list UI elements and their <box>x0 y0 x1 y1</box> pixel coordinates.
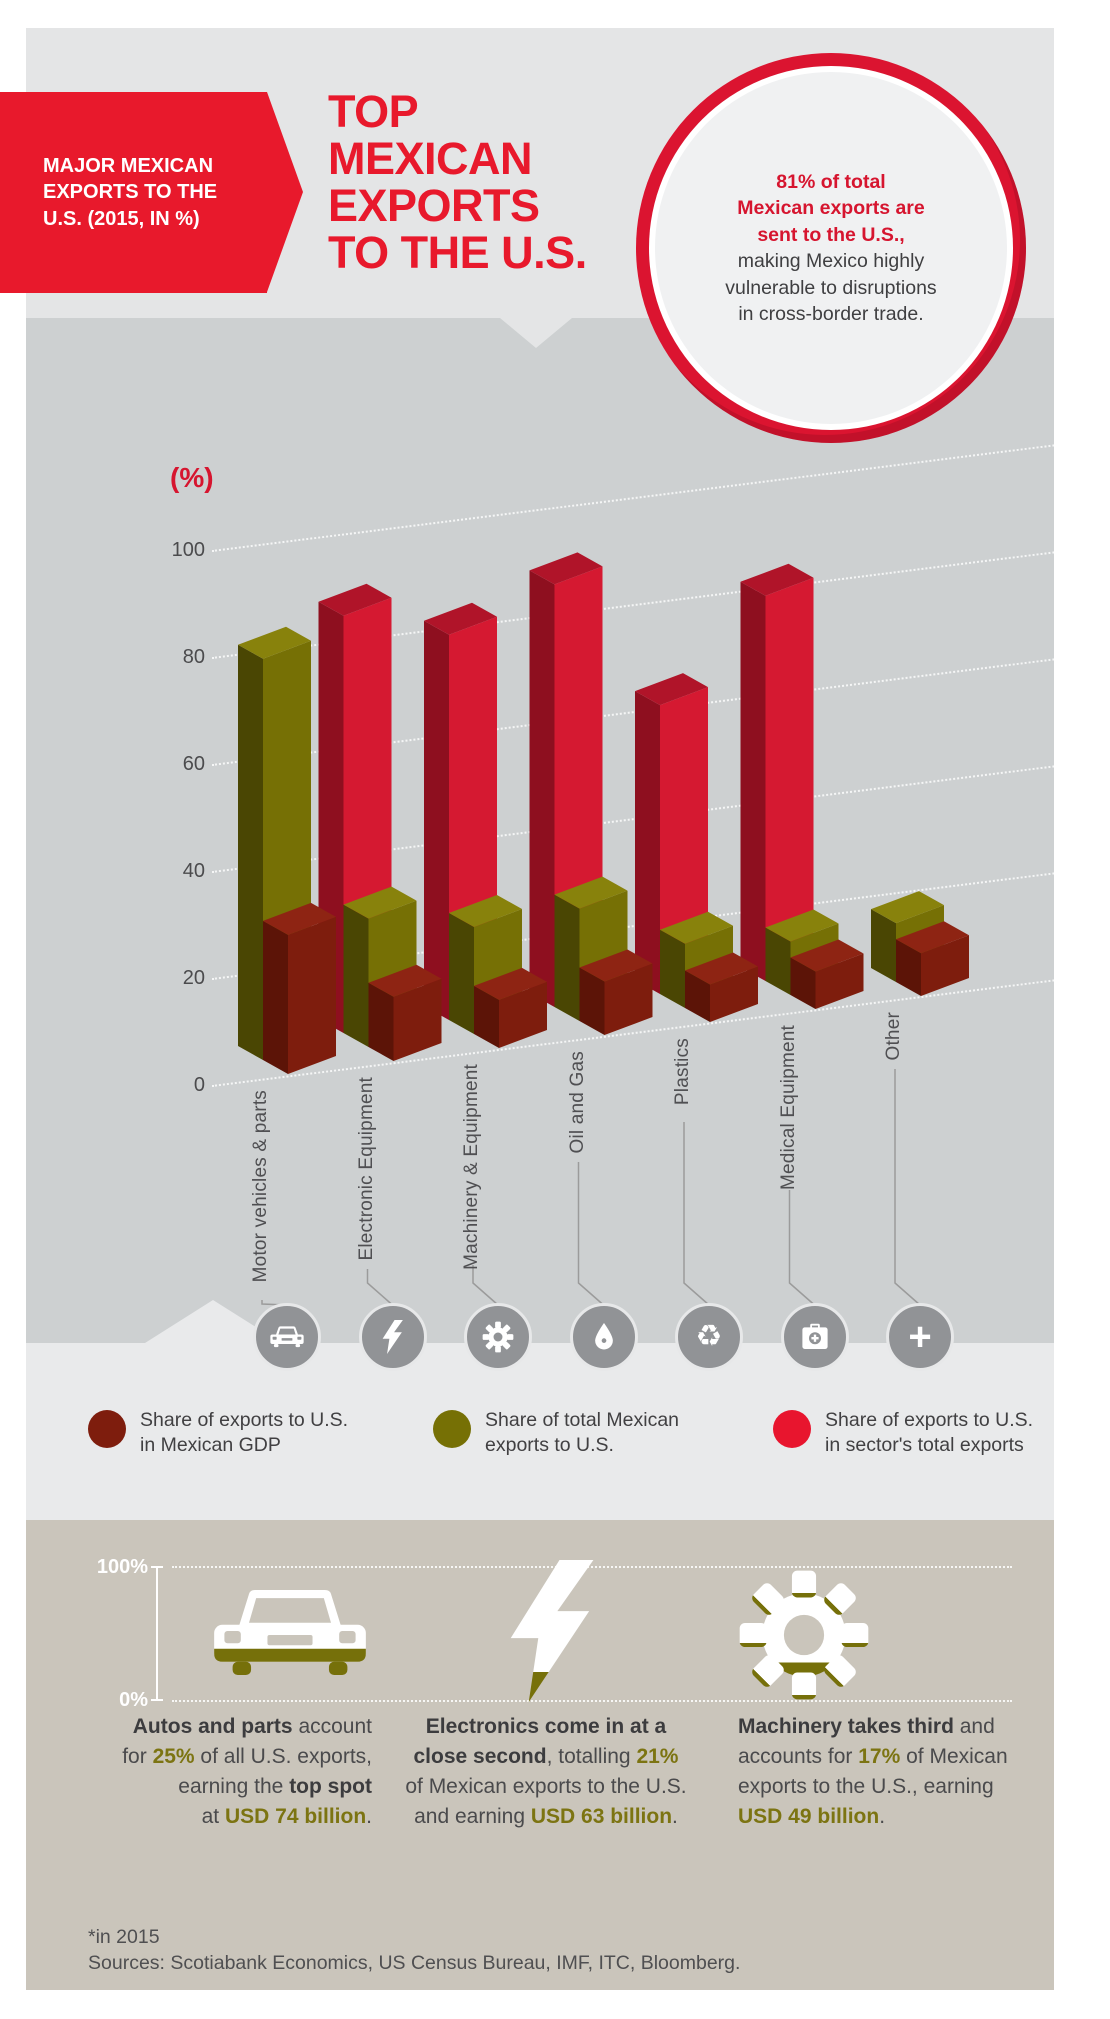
gear-icon <box>464 1303 532 1371</box>
kicker-banner: MAJOR MEXICAN EXPORTS TO THE U.S. (2015,… <box>0 92 267 293</box>
title-line: MEXICAN <box>328 133 533 184</box>
fact-block-2: Machinery takes third and accounts for 17… <box>738 1715 1008 1828</box>
callout-line: making Mexico highly <box>737 250 925 272</box>
category-label-4: Plastics <box>672 1038 693 1106</box>
mini-axis-line <box>156 1566 158 1701</box>
legend-item-1: Share of total Mexican exports to U.S. <box>433 1408 679 1458</box>
recycle-icon: ♻ <box>675 1303 743 1371</box>
y-tick-60: 60 <box>182 753 205 775</box>
legend-swatch <box>88 1410 126 1448</box>
legend-swatch <box>433 1410 471 1448</box>
category-label-6: Other <box>883 1012 904 1061</box>
kicker-line: EXPORTS TO THE <box>43 181 218 204</box>
callout-line: Mexican exports are <box>737 197 925 219</box>
y-tick-40: 40 <box>182 860 205 882</box>
y-tick-100: 100 <box>171 539 205 561</box>
car-icon <box>253 1303 321 1371</box>
page-title: TOP MEXICAN EXPORTS TO THE U.S. <box>328 88 587 276</box>
banner-arrow-icon <box>267 92 303 292</box>
callout-line: in cross-border trade. <box>738 303 924 325</box>
legend-label: Share of exports to U.S. in sector's tota… <box>825 1409 1034 1456</box>
dotted-100-line <box>172 1566 1012 1568</box>
legend-label: Share of exports to U.S. in Mexican GDP <box>140 1409 349 1456</box>
sources: Sources: Scotiabank Economics, US Census… <box>88 1952 741 1974</box>
legend-item-2: Share of exports to U.S. in sector's tota… <box>773 1408 1033 1458</box>
title-line: TO THE U.S. <box>328 227 587 278</box>
kicker-line: MAJOR MEXICAN <box>43 154 214 177</box>
axis-unit-label: (%) <box>170 462 214 493</box>
fact-block-1: Electronics come in at a close second, to… <box>405 1715 687 1828</box>
kicker-line: U.S. (2015, IN %) <box>43 207 200 230</box>
callout-line: 81% of total <box>776 170 886 193</box>
legend-label: Share of total Mexican exports to U.S. <box>485 1409 680 1456</box>
y-tick-20: 20 <box>182 967 205 989</box>
title-line: TOP <box>328 86 419 137</box>
category-label-1: Electronic Equipment <box>355 1077 377 1261</box>
category-label-0: Motor vehicles & parts <box>250 1090 271 1283</box>
mini-axis-100: 100% <box>96 1556 148 1578</box>
title-line: EXPORTS <box>328 180 540 231</box>
category-label-2: Machinery & Equipment <box>461 1064 482 1270</box>
mini-axis-cap <box>151 1699 163 1701</box>
callout-text: 81% of total Mexican exports are sent to… <box>655 72 1007 424</box>
category-label-5: Medical Equipment <box>777 1025 799 1190</box>
mini-axis-cap <box>151 1566 163 1568</box>
legend-item-0: Share of exports to U.S. in Mexican GDP <box>88 1408 348 1458</box>
lightning-icon <box>358 1303 427 1371</box>
legend-swatch <box>773 1410 811 1448</box>
footnote: *in 2015 <box>88 1926 160 1948</box>
car-icon <box>214 1589 366 1676</box>
plus-icon: + <box>886 1303 954 1371</box>
medical-kit-icon <box>780 1303 849 1371</box>
mini-axis-0: 0% <box>119 1689 148 1711</box>
fact-block-0: Autos and parts account for 25% of all U.… <box>122 1715 372 1828</box>
header-notch <box>500 318 572 348</box>
callout-line: sent to the U.S., <box>757 223 905 246</box>
callout-line: vulnerable to disruptions <box>725 276 937 299</box>
dotted-0-line <box>172 1700 1012 1702</box>
y-tick-80: 80 <box>182 646 205 668</box>
gear-icon <box>739 1570 869 1700</box>
legend-band <box>26 1343 1054 1520</box>
callout-circle: 81% of total Mexican exports are sent to… <box>636 53 1026 443</box>
category-label-3: Oil and Gas <box>566 1051 588 1154</box>
y-tick-0: 0 <box>193 1074 205 1096</box>
oil-drop-icon <box>569 1303 638 1371</box>
